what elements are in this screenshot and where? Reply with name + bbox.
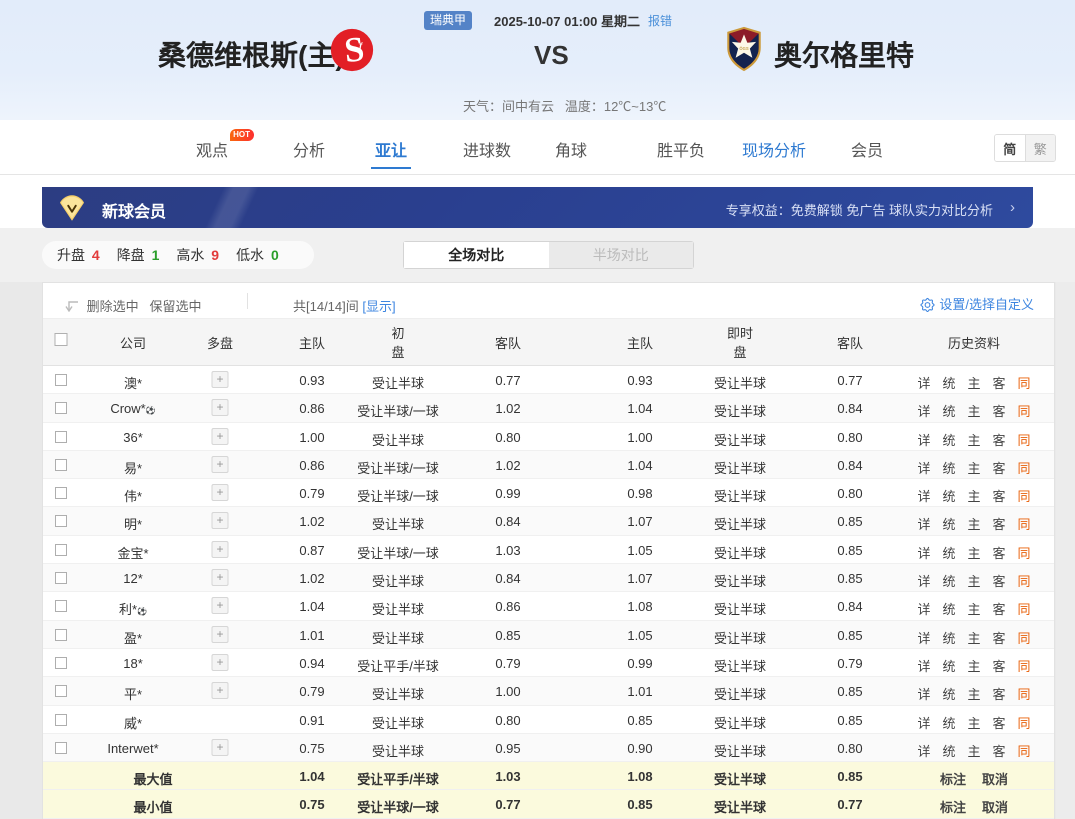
svg-text:S: S bbox=[343, 29, 367, 70]
svg-text:ÖGS: ÖGS bbox=[739, 46, 748, 51]
